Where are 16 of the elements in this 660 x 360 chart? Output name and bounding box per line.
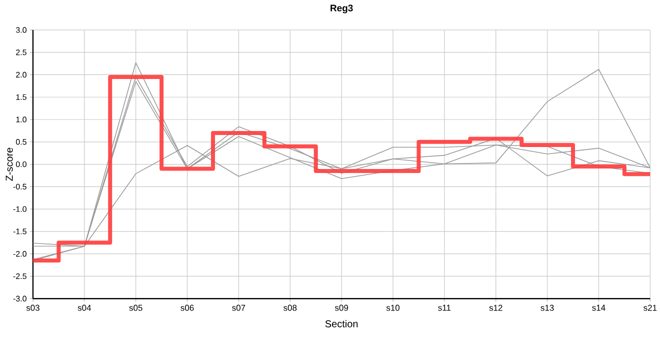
x-tick-label: s11 [438,305,451,311]
x-tick-label: s14 [592,305,606,311]
x-tick-label: s03 [26,305,40,312]
chart-title: Reg3 [330,4,353,14]
x-tick-label: s08 [284,305,297,312]
x-tick-label: s05 [129,305,142,312]
x-axis-title: Section [325,320,358,328]
y-axis-title: Z-score [6,148,13,182]
x-tick-label: s13 [540,305,554,312]
x-tick-label: s10 [386,305,400,312]
x-tick-label: s07 [232,305,246,312]
x-tick-label: s21 [644,305,657,312]
x-tick-label: s12 [489,305,502,312]
x-tick-label: s06 [180,305,194,312]
x-tick-label: s09 [334,305,348,312]
x-tick-label: s04 [78,305,91,312]
